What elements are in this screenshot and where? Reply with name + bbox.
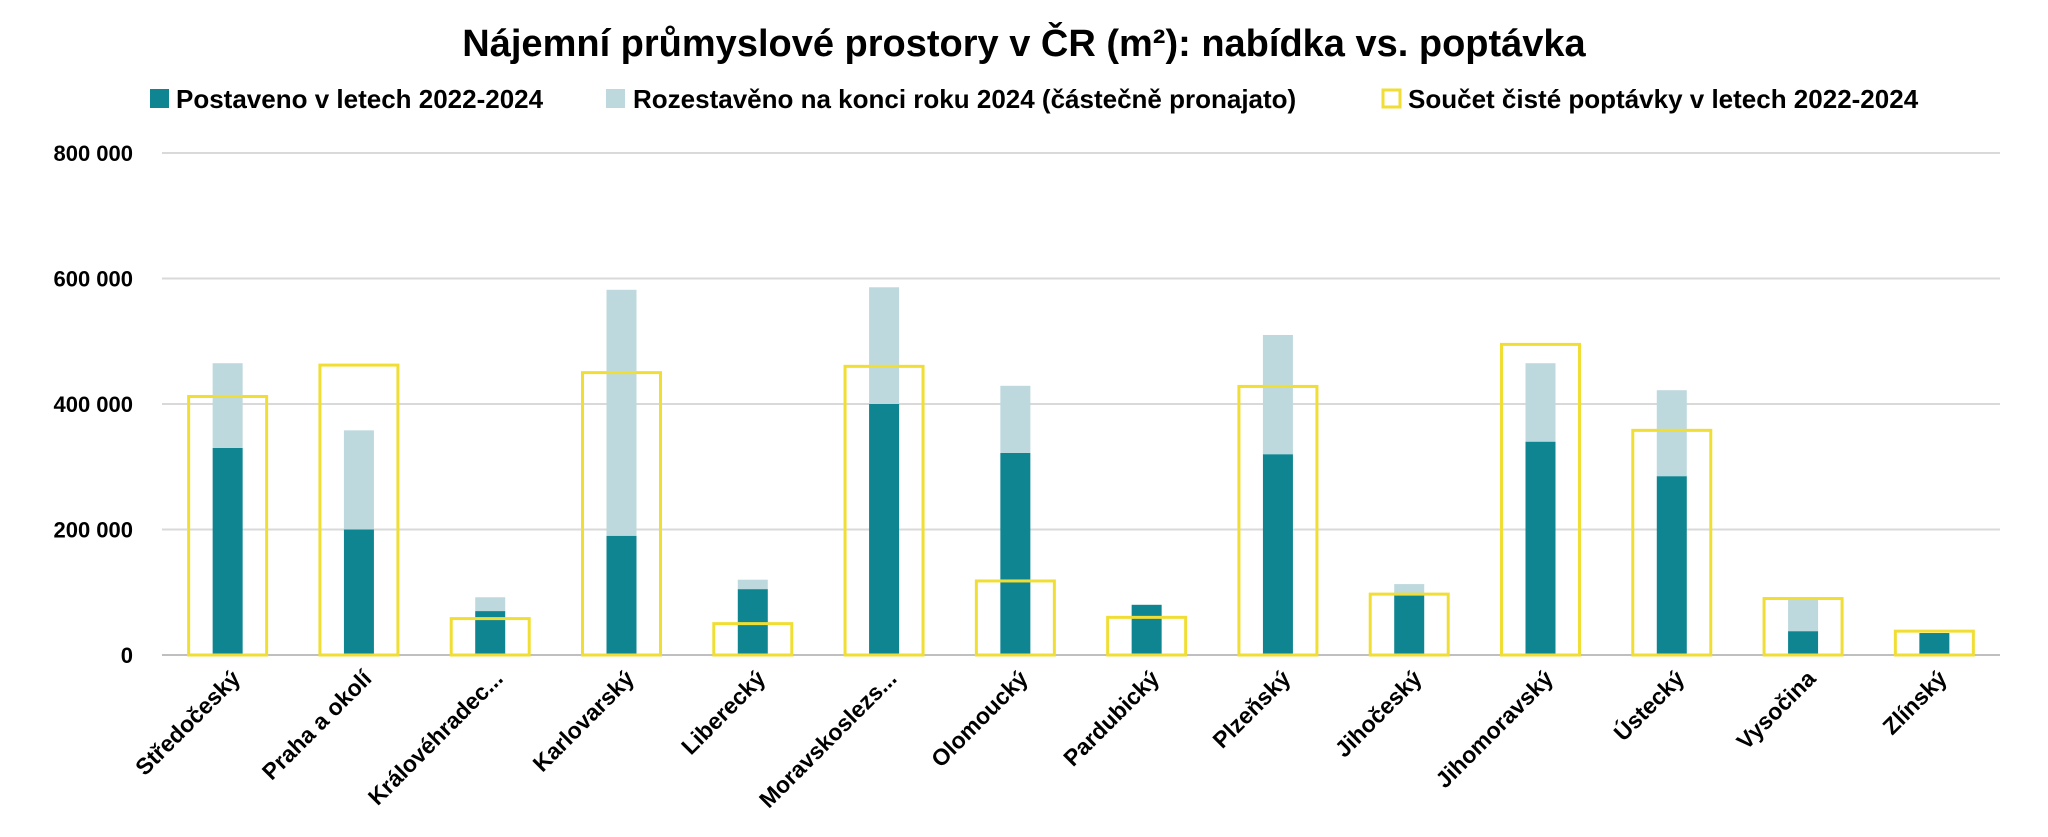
bar-built xyxy=(1919,633,1950,655)
bar-under-construction xyxy=(212,363,243,448)
bars xyxy=(212,287,1950,655)
demand-outline xyxy=(187,394,269,657)
legend-label-demand: Součet čisté poptávky v letech 2022-2024 xyxy=(1408,84,1919,114)
demand-outline xyxy=(1368,592,1450,657)
x-category-label: Praha a okolí xyxy=(257,664,378,785)
demand-outline xyxy=(449,617,531,657)
legend: Postaveno v letech 2022-2024 Rozestavěno… xyxy=(150,84,1919,114)
x-category-label: Pardubický xyxy=(1058,665,1164,771)
demand-outline xyxy=(1500,342,1581,657)
demand-outline xyxy=(318,363,400,657)
bar-under-construction xyxy=(737,579,768,590)
x-axis-labels: Středočeský Praha a okolíKrálovéhradec...… xyxy=(130,664,1952,813)
y-tick-label: 400 000 xyxy=(53,392,133,417)
y-tick-label: 800 000 xyxy=(53,141,133,166)
chart-title: Nájemní průmyslové prostory v ČR (m²): n… xyxy=(462,20,1586,65)
y-tick-label: 0 xyxy=(121,643,133,668)
demand-outline xyxy=(1762,597,1844,657)
bar-under-construction xyxy=(1394,584,1425,596)
bar-built xyxy=(1131,604,1162,655)
bar-under-construction xyxy=(1656,390,1687,477)
gridlines xyxy=(162,152,2000,656)
x-category-label: Královéhradec... xyxy=(363,665,508,810)
bar-under-construction xyxy=(606,289,637,536)
demand-outline xyxy=(1106,615,1188,657)
x-category-label: Středočeský xyxy=(130,665,245,780)
x-category-label: Jihočeský xyxy=(1330,665,1427,762)
x-category-label: Jihomoravský xyxy=(1430,665,1558,793)
demand-outlines xyxy=(187,342,1975,657)
bar-built xyxy=(1000,452,1031,655)
legend-label-built: Postaveno v letech 2022-2024 xyxy=(176,84,544,114)
x-category-label: Vysočina xyxy=(1731,665,1820,754)
bar-built xyxy=(869,404,900,655)
bar-under-construction xyxy=(343,430,374,530)
legend-swatch-demand xyxy=(1381,88,1402,109)
x-category-label: Moravskoslezs... xyxy=(754,665,902,813)
legend-label-under-construction: Rozestavěno na konci roku 2024 (částečně… xyxy=(633,84,1296,114)
x-category-label: Zlínský xyxy=(1877,665,1952,740)
demand-outline xyxy=(712,622,794,657)
bar-under-construction xyxy=(869,287,900,404)
bar-built xyxy=(1262,454,1293,655)
bar-built xyxy=(343,529,374,655)
demand-outline xyxy=(974,579,1056,657)
demand-outline xyxy=(1893,629,1975,657)
demand-outline xyxy=(843,364,925,657)
bar-built xyxy=(1525,441,1556,655)
bar-built xyxy=(737,589,768,655)
bar-built xyxy=(606,535,637,655)
x-category-label: Karlovarský xyxy=(528,665,640,777)
bar-built xyxy=(1394,595,1425,655)
bar-under-construction xyxy=(1788,598,1819,632)
x-category-label: Liberecký xyxy=(676,665,770,759)
demand-outline xyxy=(1631,428,1713,657)
bar-under-construction xyxy=(1000,385,1031,453)
bar-built xyxy=(1656,476,1687,655)
x-category-label: Ústecký xyxy=(1608,664,1690,746)
bar-under-construction xyxy=(475,597,506,612)
demand-outline xyxy=(1237,384,1319,657)
x-category-label: Plzeňský xyxy=(1207,665,1295,753)
bar-under-construction xyxy=(1262,334,1293,455)
legend-swatch-built xyxy=(150,89,169,108)
y-tick-label: 600 000 xyxy=(53,267,133,292)
y-tick-label: 200 000 xyxy=(53,518,133,543)
bar-built xyxy=(1788,631,1819,655)
bar-under-construction xyxy=(1525,363,1556,442)
bar-built xyxy=(212,447,243,655)
legend-swatch-under-construction xyxy=(606,89,625,108)
x-category-label: Olomoucký xyxy=(926,665,1033,772)
y-axis-ticks: 800 000 600 000 400 000 200 000 0 xyxy=(53,141,133,668)
demand-outline xyxy=(581,371,662,657)
